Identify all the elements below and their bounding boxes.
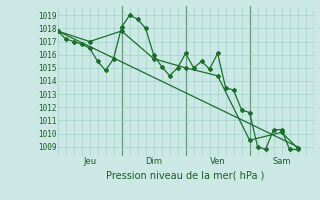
- X-axis label: Pression niveau de la mer( hPa ): Pression niveau de la mer( hPa ): [107, 171, 265, 181]
